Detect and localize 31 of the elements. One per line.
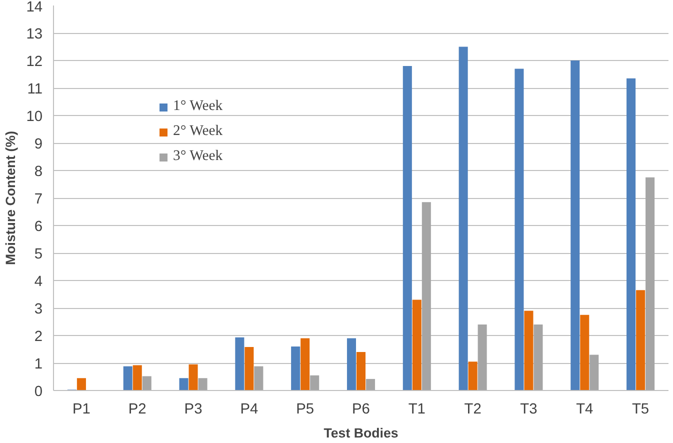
x-axis-title: Test Bodies [324, 426, 398, 440]
y-tick-label: 4 [34, 274, 43, 290]
y-tick-label: 8 [34, 164, 43, 180]
x-tick-label: P4 [240, 402, 258, 418]
x-tick-label: T1 [408, 402, 426, 418]
y-tick-label: 6 [34, 219, 43, 235]
legend-label: 2° Week [173, 123, 223, 140]
y-tick-label: 10 [26, 109, 43, 125]
x-tick-label: T3 [520, 402, 538, 418]
y-tick-label: 12 [26, 54, 43, 70]
x-tick-label: P5 [296, 402, 314, 418]
x-tick-label: T4 [576, 402, 594, 418]
y-tick-label: 5 [34, 246, 43, 262]
y-tick-label: 9 [34, 136, 43, 152]
y-tick-label: 3 [34, 302, 43, 318]
x-tick-label: T5 [632, 402, 650, 418]
y-tick-label: 13 [26, 26, 43, 42]
legend-label: 3° Week [173, 148, 223, 165]
x-tick-label: P2 [128, 402, 146, 418]
legend-label: 1° Week [173, 98, 223, 115]
x-tick-label: P3 [184, 402, 202, 418]
y-tick-label: 0 [34, 384, 43, 400]
y-tick-label: 7 [34, 192, 43, 208]
x-tick-label: T2 [464, 402, 482, 418]
x-tick-label: P1 [72, 402, 90, 418]
x-tick-label: P6 [352, 402, 370, 418]
y-axis-title: Moisture Content (%) [3, 130, 18, 266]
y-tick-label: 1 [34, 356, 43, 372]
y-tick-label: 14 [26, 0, 43, 16]
y-tick-label: 2 [34, 329, 43, 345]
y-tick-label: 11 [27, 82, 43, 98]
